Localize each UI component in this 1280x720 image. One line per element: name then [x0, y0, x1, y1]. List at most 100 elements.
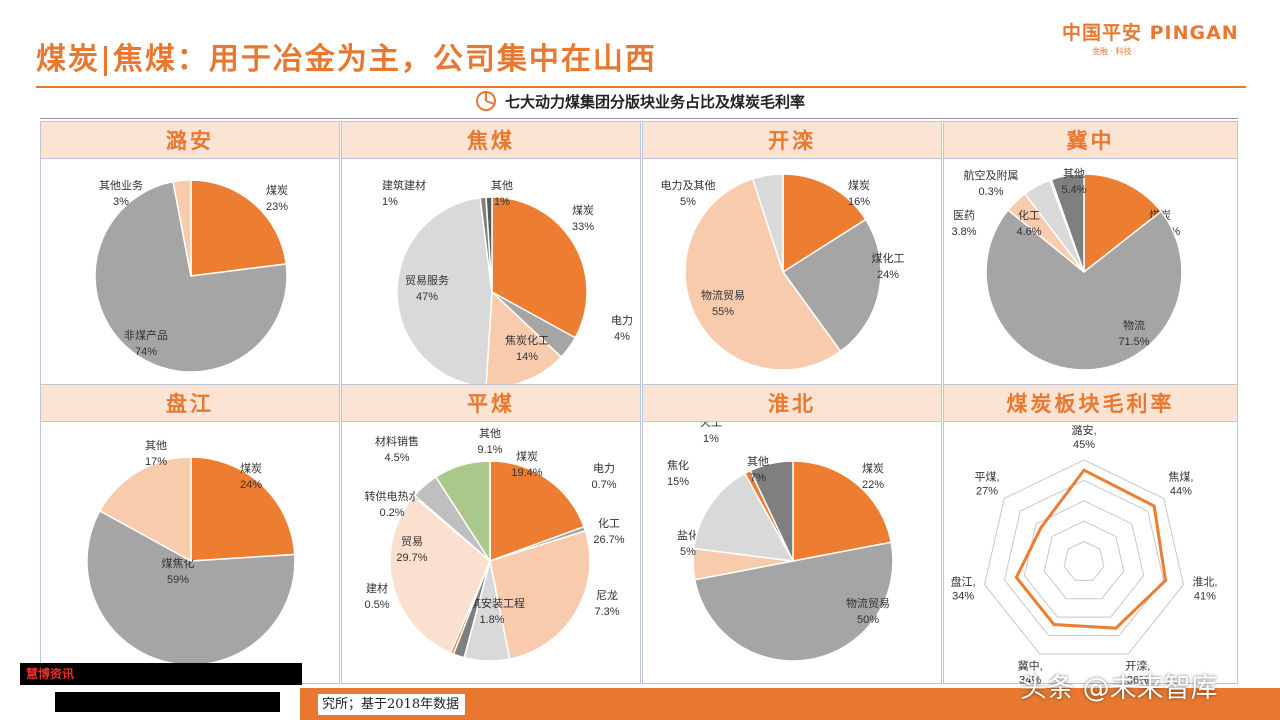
pie-chart-icon	[475, 91, 496, 111]
radar-series	[1014, 468, 1168, 630]
radar-gridline	[984, 459, 1184, 655]
chart-title: 淮北	[643, 385, 941, 422]
slice-label: 尼龙 7.3%	[594, 589, 619, 618]
slice-label: 电力 0.7%	[591, 462, 616, 491]
logo-slogan: 金融 · 科技	[1092, 47, 1132, 56]
pie-chart: 煤炭 19.4% 电力 0.7%化工 26.7%尼龙 7.3%建筑安装工程 1.8%建材 0.…	[364, 427, 625, 662]
slice-label: 电力及其他 5%	[661, 179, 716, 208]
slice-label: 贸易服务 47%	[405, 274, 449, 303]
slice-label: 材料销售 4.5%	[375, 434, 419, 464]
pie-chart: 煤炭 16% 煤化工 24% 物流贸易 55% 电力及其他 5%	[661, 173, 905, 371]
redaction-bar	[55, 692, 280, 712]
radar-label: 焦煤, 44%	[1168, 471, 1193, 498]
pie-slice	[489, 460, 585, 563]
slice-label: 电力 4%	[611, 314, 633, 343]
brand-text: 慧博资讯	[26, 667, 75, 681]
watermark: 头条 @未来智库	[1020, 673, 1218, 704]
radar-label: 潞安, 45%	[1071, 423, 1096, 451]
slice-label: 建材 0.5%	[364, 581, 389, 611]
slice-label: 其他业务 3%	[99, 179, 143, 208]
slice-label: 盐化 5%	[677, 528, 699, 558]
chart-panel: 焦煤 煤炭 33% 电力 4% 焦炭化工 14% 贸易服务 47% 建筑建材 1% 其他 1%	[341, 121, 641, 385]
pie-chart: 煤炭 33% 电力 4% 焦炭化工 14% 贸易服务 47% 建筑建材 1% 其他 1%	[382, 178, 633, 385]
pie-slice	[692, 472, 795, 562]
radar-label: 冀中, 34%	[1018, 659, 1043, 684]
chart-title: 潞安	[41, 122, 339, 159]
chart-title: 焦煤	[342, 122, 640, 159]
chart-title: 煤炭板块毛利率	[944, 385, 1237, 422]
slice-label: 其他 17%	[145, 439, 167, 468]
pie-slice	[1083, 173, 1163, 274]
slice-label: 煤炭 23%	[266, 184, 288, 213]
pie-slice	[190, 179, 288, 277]
slice-label: 物流贸易 50%	[846, 596, 890, 626]
pie-chart: 煤炭14.4%物流71.5%医药3.8%化工4.6%航空及附属0.3%其他5.4…	[951, 167, 1183, 371]
slice-label: 焦化 15%	[667, 458, 689, 488]
radar-label: 淮北, 41%	[1192, 576, 1217, 603]
pie-slice	[98, 456, 192, 563]
chart-panel: 开滦煤炭 16% 煤化工 24% 物流贸易 55% 电力及其他 5%	[642, 121, 942, 385]
slice-label: 医药 3.8%	[951, 209, 976, 238]
pie-slice	[693, 541, 894, 662]
pie-slice	[190, 456, 296, 562]
page-title: 煤炭|焦煤：用于冶金为主，公司集中在山西	[36, 42, 657, 77]
slice-label: 化工 4.6%	[1016, 208, 1041, 238]
slice-label: 贸易 29.7%	[396, 535, 427, 564]
chart-title: 平煤	[342, 385, 640, 422]
slice-label: 航空及附属 0.3%	[964, 168, 1019, 198]
slice-label: 煤炭 22%	[862, 462, 884, 491]
pie-slice	[489, 529, 591, 660]
chart-title: 开滦	[643, 122, 941, 159]
slice-label: 煤炭 24%	[240, 462, 262, 491]
chart-panel: 冀中煤炭14.4%物流71.5%医药3.8%化工4.6%航空及附属0.3%其他5…	[943, 121, 1238, 385]
redaction-bar	[20, 663, 302, 685]
slice-label: 煤化工 24%	[872, 251, 905, 281]
pie-slice	[485, 290, 563, 385]
chart-title: 盘江	[41, 385, 339, 422]
pie-slice	[1050, 173, 1085, 273]
pingan-logo: 中国平安 PINGAN 金融 · 科技	[1062, 18, 1267, 57]
chart-panel: 煤炭板块毛利率 潞安, 45% 焦煤, 44% 淮北, 41% 开滦, 36% 冀中, 34% 盘江,…	[943, 384, 1238, 684]
chart-panel: 潞安煤炭 23% 非煤产品 74% 其他业务 3%	[40, 121, 340, 385]
logo-text: 中国平安 PINGAN	[1062, 22, 1239, 44]
pie-slice	[781, 218, 882, 353]
footer-source: 究所；基于2018年数据	[318, 694, 466, 715]
pie-slice	[792, 460, 893, 562]
chart-grid: 潞安 煤炭 23% 非煤产品 74% 其他业务 3% 焦煤 煤炭 33% 电力 4% 焦炭化工 14% 贸易…	[40, 121, 1238, 686]
radar-gridline	[1063, 541, 1105, 581]
slice-label: 其他 9.1%	[477, 427, 502, 456]
subtitle-text: 七大动力煤集团分版块业务占比及煤炭毛利率	[504, 92, 805, 111]
radar-gridline	[1023, 500, 1145, 618]
pie-slice	[389, 495, 491, 654]
slice-label: 焦炭化工 14%	[505, 333, 549, 363]
pie-slice	[985, 208, 1183, 371]
chart-panel: 淮北煤炭 22% 物流贸易 50% 盐化 5% 焦化 15% 火工 1% 其他 7%	[642, 384, 942, 684]
title-divider	[36, 86, 1246, 88]
chart-panel: 盘江煤炭 24% 煤焦化 59% 其他 17%	[40, 384, 340, 684]
pie-slice	[491, 196, 588, 339]
slice-label: 火工 1%	[700, 422, 722, 445]
slice-label: 建筑建材 1%	[382, 178, 426, 208]
pie-slice	[172, 179, 192, 277]
pie-slice	[86, 509, 296, 666]
slice-label: 煤焦化 59%	[162, 556, 195, 586]
slice-label: 其他 7%	[747, 455, 769, 484]
slice-label: 物流 71.5%	[1118, 318, 1149, 348]
subtitle-divider	[40, 118, 1238, 119]
pie-chart: 煤炭 24% 煤焦化 59% 其他 17%	[86, 439, 296, 666]
pie-slice	[396, 196, 493, 385]
pie-slice	[434, 460, 491, 564]
pie-slice	[751, 173, 784, 273]
slice-label: 煤炭 16%	[848, 179, 870, 208]
chart-subtitle: 七大动力煤集团分版块业务占比及煤炭毛利率	[475, 90, 805, 112]
radar-label: 盘江, 34%	[951, 575, 976, 603]
radar-gridline	[1003, 479, 1165, 637]
pie-chart: 煤炭 23% 非煤产品 74% 其他业务 3%	[94, 179, 288, 373]
pie-slice	[749, 460, 794, 562]
slice-label: 煤炭 19.4%	[511, 450, 542, 479]
slice-label: 煤炭 33%	[572, 204, 594, 233]
pie-slice	[684, 177, 842, 371]
slice-label: 物流贸易 55%	[701, 288, 745, 318]
radar-label: 平煤, 27%	[975, 471, 1000, 498]
pie-chart: 煤炭 22% 物流贸易 50% 盐化 5% 焦化 15% 火工 1% 其他 7%	[667, 422, 894, 662]
